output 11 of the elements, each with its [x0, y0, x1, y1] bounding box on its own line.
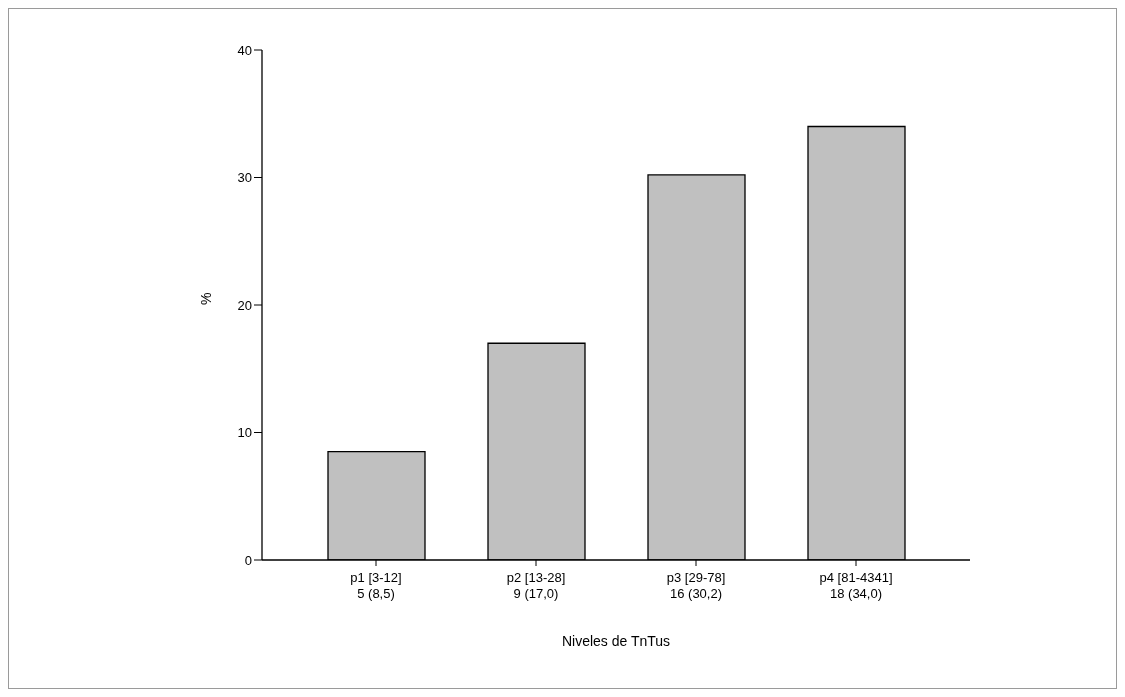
- y-tick-label: 30: [237, 170, 252, 186]
- y-tick-label: 40: [237, 42, 252, 58]
- x-tick-label: p1 [3-12] 5 (8,5): [350, 570, 402, 601]
- x-tick-label: p3 [29-78] 16 (30,2): [666, 570, 726, 601]
- x-tick-label: p4 [81-4341] 18 (34,0): [819, 570, 893, 601]
- y-tick-label: 20: [237, 297, 252, 313]
- x-axis-title: Niveles de TnTus: [561, 633, 671, 649]
- y-tick-label: 0: [244, 552, 252, 568]
- x-tick-label: p2 [13-28] 9 (17,0): [506, 570, 566, 601]
- y-axis-title: %: [197, 292, 214, 305]
- y-tick-label: 10: [237, 425, 252, 441]
